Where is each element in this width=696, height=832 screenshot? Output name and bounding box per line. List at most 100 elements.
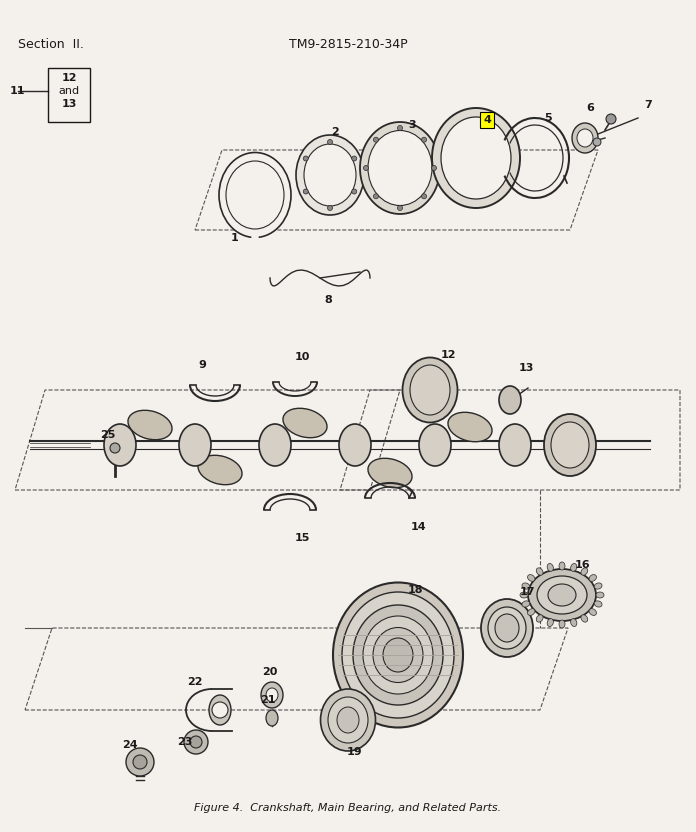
Ellipse shape [368, 458, 412, 488]
Ellipse shape [320, 689, 376, 751]
Ellipse shape [537, 576, 587, 614]
Circle shape [593, 138, 601, 146]
Bar [48, 68, 90, 122]
Ellipse shape [261, 682, 283, 708]
Ellipse shape [209, 695, 231, 725]
Text: 14: 14 [410, 522, 426, 532]
Ellipse shape [410, 365, 450, 415]
Text: 4: 4 [483, 115, 491, 125]
Text: 19: 19 [347, 747, 363, 757]
Text: 7: 7 [644, 100, 652, 110]
Text: 11: 11 [10, 86, 26, 96]
Circle shape [397, 206, 402, 210]
Ellipse shape [559, 562, 565, 570]
Ellipse shape [304, 144, 356, 206]
Text: 17: 17 [519, 587, 535, 597]
Text: 13: 13 [519, 363, 534, 373]
Ellipse shape [342, 592, 454, 718]
Ellipse shape [551, 422, 589, 468]
Ellipse shape [581, 568, 587, 575]
Circle shape [190, 736, 202, 748]
Text: 3: 3 [408, 120, 416, 130]
Text: 2: 2 [331, 127, 339, 137]
Ellipse shape [360, 122, 440, 214]
Text: 25: 25 [100, 430, 116, 440]
Circle shape [351, 189, 357, 194]
Ellipse shape [596, 592, 604, 598]
Ellipse shape [383, 638, 413, 672]
Ellipse shape [219, 152, 291, 237]
Text: 5: 5 [544, 113, 552, 123]
Text: 9: 9 [198, 360, 206, 370]
Text: 15: 15 [294, 533, 310, 543]
Circle shape [328, 206, 333, 210]
Text: 21: 21 [260, 695, 276, 705]
Ellipse shape [448, 413, 492, 442]
Ellipse shape [548, 584, 576, 606]
Ellipse shape [266, 710, 278, 726]
Text: TM9-2815-210-34P: TM9-2815-210-34P [289, 38, 407, 51]
Text: Figure 4.  Crankshaft, Main Bearing, and Related Parts.: Figure 4. Crankshaft, Main Bearing, and … [194, 803, 502, 813]
Ellipse shape [589, 609, 596, 616]
Text: 20: 20 [262, 667, 278, 677]
Text: 24: 24 [122, 740, 138, 750]
Text: 12: 12 [61, 73, 77, 83]
Ellipse shape [528, 609, 535, 616]
Ellipse shape [537, 615, 543, 622]
Text: 6: 6 [586, 103, 594, 113]
Ellipse shape [577, 129, 593, 147]
Circle shape [328, 140, 333, 145]
Ellipse shape [571, 563, 577, 572]
Ellipse shape [528, 575, 535, 582]
Text: 10: 10 [294, 352, 310, 362]
Ellipse shape [594, 601, 602, 607]
Ellipse shape [499, 424, 531, 466]
Circle shape [351, 156, 357, 161]
Text: and: and [58, 86, 79, 96]
Text: 12: 12 [441, 350, 456, 360]
Circle shape [374, 194, 379, 199]
Circle shape [422, 194, 427, 199]
Circle shape [303, 156, 308, 161]
Ellipse shape [559, 620, 565, 628]
Circle shape [184, 730, 208, 754]
Ellipse shape [259, 424, 291, 466]
Ellipse shape [353, 605, 443, 705]
Ellipse shape [333, 582, 463, 727]
Text: 13: 13 [61, 99, 77, 109]
Circle shape [432, 166, 436, 171]
Ellipse shape [581, 615, 587, 622]
Ellipse shape [441, 117, 511, 199]
Circle shape [374, 137, 379, 142]
Ellipse shape [594, 583, 602, 589]
Ellipse shape [328, 697, 368, 743]
Ellipse shape [537, 568, 543, 575]
Ellipse shape [488, 607, 526, 649]
Circle shape [110, 443, 120, 453]
Ellipse shape [283, 409, 327, 438]
Text: Section  II.: Section II. [18, 38, 84, 51]
Ellipse shape [589, 575, 596, 582]
Circle shape [212, 702, 228, 718]
Ellipse shape [179, 424, 211, 466]
Ellipse shape [373, 627, 423, 682]
Ellipse shape [368, 131, 432, 206]
Ellipse shape [296, 135, 364, 215]
Text: 23: 23 [177, 737, 193, 747]
Text: 1: 1 [231, 233, 239, 243]
Ellipse shape [402, 358, 457, 423]
Ellipse shape [363, 616, 433, 694]
Ellipse shape [499, 386, 521, 414]
Ellipse shape [547, 619, 553, 626]
Ellipse shape [128, 410, 172, 440]
Ellipse shape [572, 123, 598, 153]
Ellipse shape [198, 455, 242, 485]
Text: 22: 22 [187, 677, 203, 687]
Ellipse shape [520, 592, 528, 598]
Ellipse shape [522, 583, 530, 589]
Ellipse shape [481, 599, 533, 657]
Ellipse shape [104, 424, 136, 466]
Text: 8: 8 [324, 295, 332, 305]
Ellipse shape [495, 614, 519, 642]
Text: 18: 18 [407, 585, 422, 595]
